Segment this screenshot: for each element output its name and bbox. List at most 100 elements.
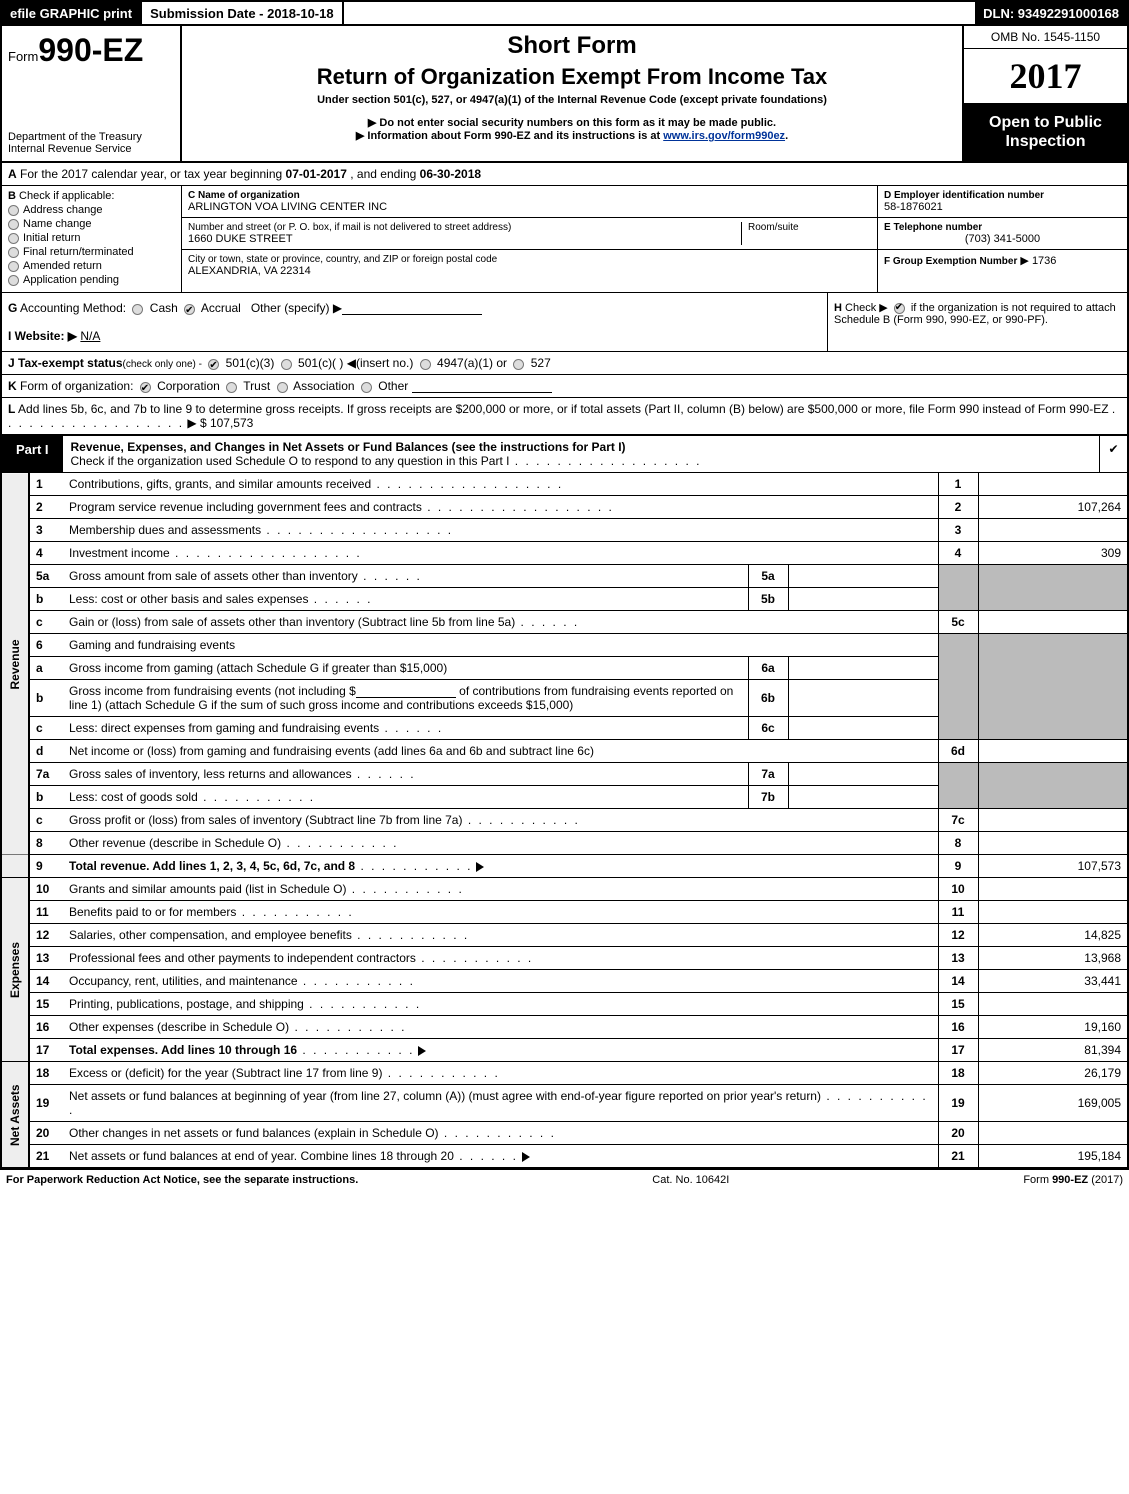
c-street-label: Number and street (or P. O. box, if mail… bbox=[188, 222, 741, 233]
a-begin-date: 07-01-2017 bbox=[286, 167, 347, 181]
a-end-date: 06-30-2018 bbox=[420, 167, 481, 181]
line-num: c bbox=[29, 717, 63, 740]
g-other-fill[interactable] bbox=[342, 303, 482, 315]
part-1-checkbox[interactable]: ✔ bbox=[1099, 436, 1127, 472]
grey-cell bbox=[938, 763, 978, 809]
amount bbox=[978, 878, 1128, 901]
line-desc: Net income or (loss) from gaming and fun… bbox=[69, 744, 594, 758]
label-g: G bbox=[8, 301, 17, 315]
radio-accrual[interactable] bbox=[184, 304, 195, 315]
k-opt: Trust bbox=[243, 379, 270, 393]
h-checkbox[interactable] bbox=[894, 303, 905, 314]
dots bbox=[236, 905, 353, 919]
chk-501c3[interactable] bbox=[208, 359, 219, 370]
chk-4947[interactable] bbox=[420, 359, 431, 370]
line-13: 13 Professional fees and other payments … bbox=[1, 947, 1128, 970]
radio-icon bbox=[8, 275, 19, 286]
fill[interactable] bbox=[356, 686, 456, 698]
line-desc: Other revenue (describe in Schedule O) bbox=[69, 836, 281, 850]
irs-link[interactable]: www.irs.gov/form990ez bbox=[663, 130, 785, 142]
mini-num: 6c bbox=[748, 717, 788, 740]
line-desc: Net assets or fund balances at end of ye… bbox=[69, 1149, 454, 1163]
box-num: 12 bbox=[938, 924, 978, 947]
chk-501c[interactable] bbox=[281, 359, 292, 370]
chk-527[interactable] bbox=[513, 359, 524, 370]
mini-num: 5a bbox=[748, 565, 788, 588]
k-other-fill[interactable] bbox=[412, 381, 552, 393]
chk-association[interactable] bbox=[277, 382, 288, 393]
section-c: C Name of organization ARLINGTON VOA LIV… bbox=[182, 186, 877, 292]
arrow-icon bbox=[418, 1046, 426, 1056]
f-arrow: ▶ bbox=[1020, 255, 1028, 267]
g-other: Other (specify) ▶ bbox=[251, 301, 342, 315]
line-desc: Total expenses. Add lines 10 through 16 bbox=[69, 1043, 297, 1057]
section-h: H Check ▶ if the organization is not req… bbox=[827, 293, 1127, 351]
chk-other[interactable] bbox=[361, 382, 372, 393]
part-1-label: Part I bbox=[2, 436, 63, 472]
label-i: I Website: ▶ bbox=[8, 329, 77, 343]
line-desc: Excess or (deficit) for the year (Subtra… bbox=[69, 1066, 382, 1080]
side-spacer bbox=[1, 855, 29, 878]
footer-left: For Paperwork Reduction Act Notice, see … bbox=[6, 1174, 358, 1186]
amount: 107,264 bbox=[978, 496, 1128, 519]
label-a: A bbox=[8, 167, 17, 181]
grey-cell bbox=[978, 565, 1128, 611]
radio-icon bbox=[8, 219, 19, 230]
l-amount: ▶ $ 107,573 bbox=[187, 416, 253, 430]
k-text: Form of organization: bbox=[20, 379, 133, 393]
line-18: Net Assets 18 Excess or (deficit) for th… bbox=[1, 1062, 1128, 1085]
chk-label: Initial return bbox=[23, 232, 80, 244]
part-1-table: Revenue 1 Contributions, gifts, grants, … bbox=[0, 473, 1129, 1168]
line-desc: Other expenses (describe in Schedule O) bbox=[69, 1020, 289, 1034]
grey-cell bbox=[978, 763, 1128, 809]
chk-amended-return[interactable]: Amended return bbox=[8, 260, 175, 272]
chk-trust[interactable] bbox=[226, 382, 237, 393]
part-1-header: Part I Revenue, Expenses, and Changes in… bbox=[0, 435, 1129, 473]
line-desc: Membership dues and assessments bbox=[69, 523, 261, 537]
j-sub: (check only one) - bbox=[123, 359, 202, 370]
chk-name-change[interactable]: Name change bbox=[8, 218, 175, 230]
line-num: 1 bbox=[29, 473, 63, 496]
chk-corporation[interactable] bbox=[140, 382, 151, 393]
line-num: 2 bbox=[29, 496, 63, 519]
mini-val bbox=[788, 588, 938, 611]
line-num: 18 bbox=[29, 1062, 63, 1085]
chk-final-return[interactable]: Final return/terminated bbox=[8, 246, 175, 258]
box-num: 5c bbox=[938, 611, 978, 634]
c-name-row: C Name of organization ARLINGTON VOA LIV… bbox=[182, 186, 877, 218]
k-opt: Other bbox=[378, 379, 408, 393]
dots bbox=[371, 477, 563, 491]
dots bbox=[289, 1020, 406, 1034]
chk-application-pending[interactable]: Application pending bbox=[8, 274, 175, 286]
group-exemption: 1736 bbox=[1032, 255, 1056, 267]
d-label: D Employer identification number bbox=[884, 190, 1121, 201]
box-num: 3 bbox=[938, 519, 978, 542]
line-num: 3 bbox=[29, 519, 63, 542]
chk-address-change[interactable]: Address change bbox=[8, 204, 175, 216]
dots bbox=[416, 951, 533, 965]
open-to-public: Open to Public Inspection bbox=[964, 103, 1127, 161]
k-opt: Association bbox=[293, 379, 354, 393]
line-num: 21 bbox=[29, 1145, 63, 1168]
radio-cash[interactable] bbox=[132, 304, 143, 315]
box-num: 1 bbox=[938, 473, 978, 496]
grey-cell bbox=[938, 565, 978, 611]
j-opt: (insert no.) bbox=[356, 356, 413, 370]
d-cell: D Employer identification number 58-1876… bbox=[878, 186, 1127, 218]
line-desc: Other changes in net assets or fund bala… bbox=[69, 1126, 439, 1140]
line-8: 8 Other revenue (describe in Schedule O)… bbox=[1, 832, 1128, 855]
line-desc: Gain or (loss) from sale of assets other… bbox=[69, 615, 515, 629]
line-6d: d Net income or (loss) from gaming and f… bbox=[1, 740, 1128, 763]
line-num: 15 bbox=[29, 993, 63, 1016]
line-desc: Gross sales of inventory, less returns a… bbox=[69, 767, 352, 781]
line-11: 11 Benefits paid to or for members 11 bbox=[1, 901, 1128, 924]
section-j: J Tax-exempt status(check only one) - 50… bbox=[0, 352, 1129, 375]
line-10: Expenses 10 Grants and similar amounts p… bbox=[1, 878, 1128, 901]
box-num: 6d bbox=[938, 740, 978, 763]
line-desc: Grants and similar amounts paid (list in… bbox=[69, 882, 346, 896]
line-1: Revenue 1 Contributions, gifts, grants, … bbox=[1, 473, 1128, 496]
chk-initial-return[interactable]: Initial return bbox=[8, 232, 175, 244]
notice-2-prefix: ▶ Information about Form 990-EZ and its … bbox=[356, 130, 663, 142]
c-city-row: City or town, state or province, country… bbox=[182, 250, 877, 281]
a-text-2: , and ending bbox=[350, 167, 419, 181]
